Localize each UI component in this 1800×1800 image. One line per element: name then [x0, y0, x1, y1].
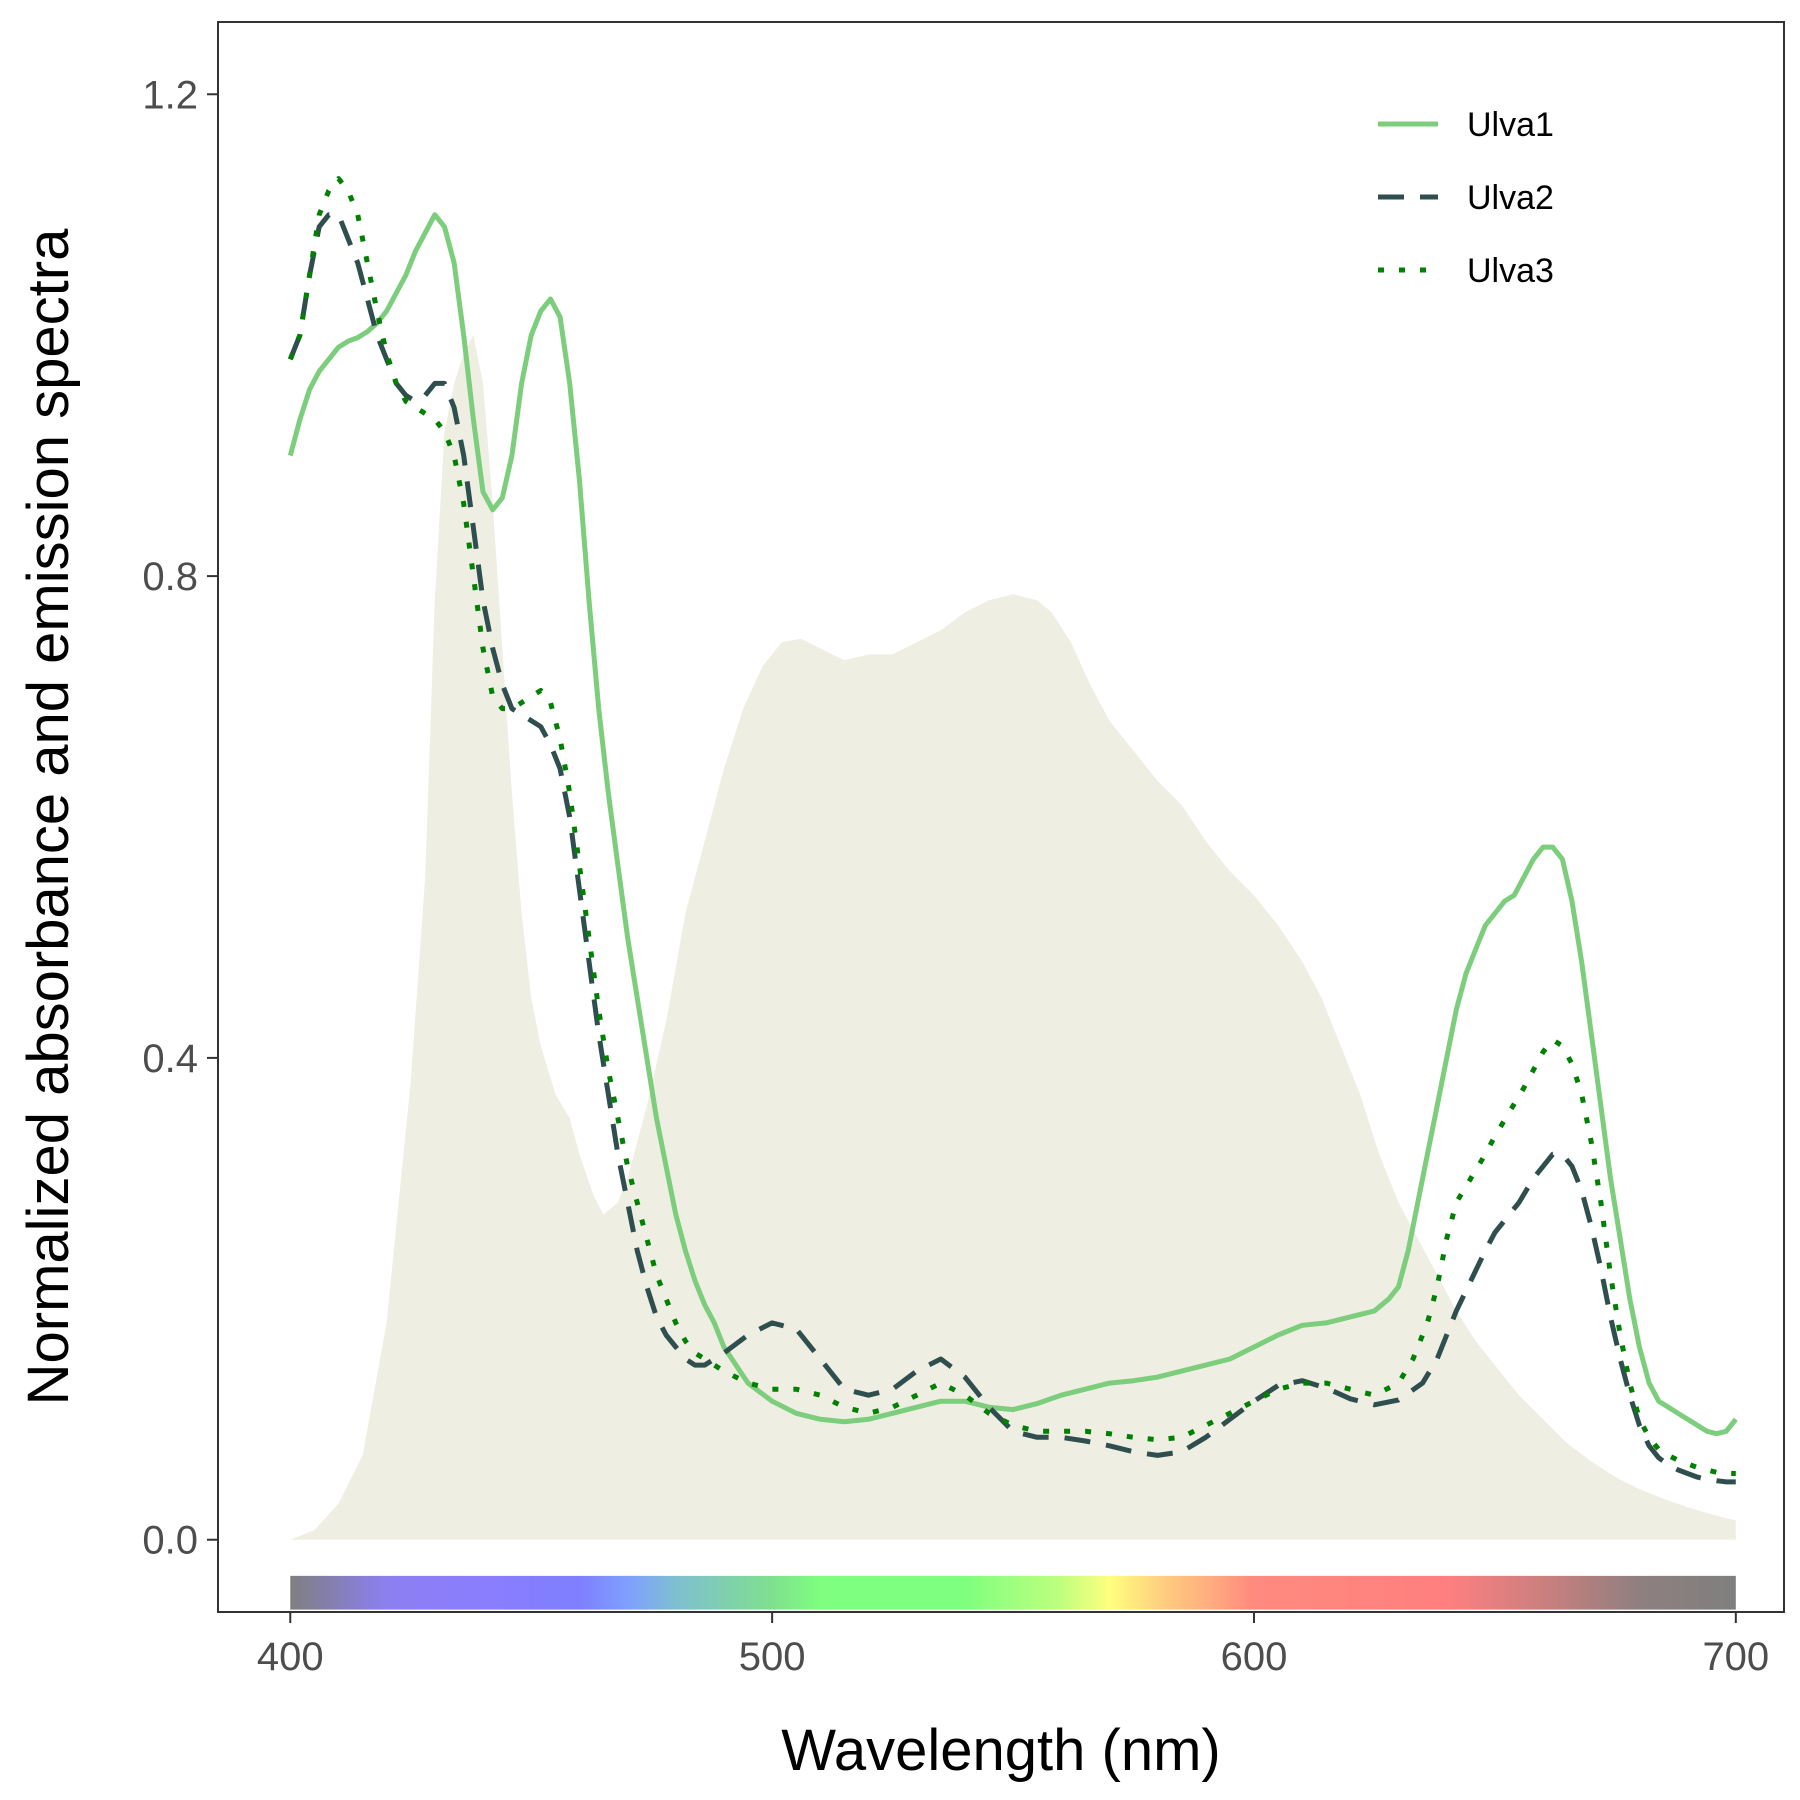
legend: Ulva1 Ulva2 Ulva3	[1378, 106, 1554, 290]
legend-label-ulva3: Ulva3	[1467, 252, 1554, 290]
emission-spectrum-area	[290, 335, 1736, 1540]
colorbar-layer	[290, 1575, 1736, 1610]
series-line-ulva2	[287, 212, 1736, 1485]
y-tick-label: 1.2	[142, 73, 198, 117]
y-tick-label: 0.0	[142, 1519, 198, 1563]
series-line-ulva1	[287, 212, 1738, 1437]
y-tick-label: 0.4	[142, 1037, 198, 1081]
legend-label-ulva2: Ulva2	[1467, 179, 1554, 217]
plot-panel-border	[217, 21, 1785, 1613]
x-tick-label: 700	[1702, 1635, 1769, 1679]
y-tick-label: 0.8	[142, 555, 198, 599]
legend-label-ulva1: Ulva1	[1467, 106, 1554, 144]
emission-layer	[290, 335, 1736, 1540]
x-tick-label: 600	[1221, 1635, 1288, 1679]
y-axis-title: Normalized absorbance and emission spect…	[16, 228, 81, 1405]
axes-layer: 400 500 600 700 0.0 0.4 0.8 1.2	[142, 73, 1769, 1679]
x-tick-label: 400	[257, 1635, 324, 1679]
series-layer	[287, 176, 1738, 1485]
wavelength-color-bar	[290, 1575, 1736, 1610]
x-tick-label: 500	[739, 1635, 806, 1679]
x-axis-title: Wavelength (nm)	[781, 1718, 1220, 1783]
